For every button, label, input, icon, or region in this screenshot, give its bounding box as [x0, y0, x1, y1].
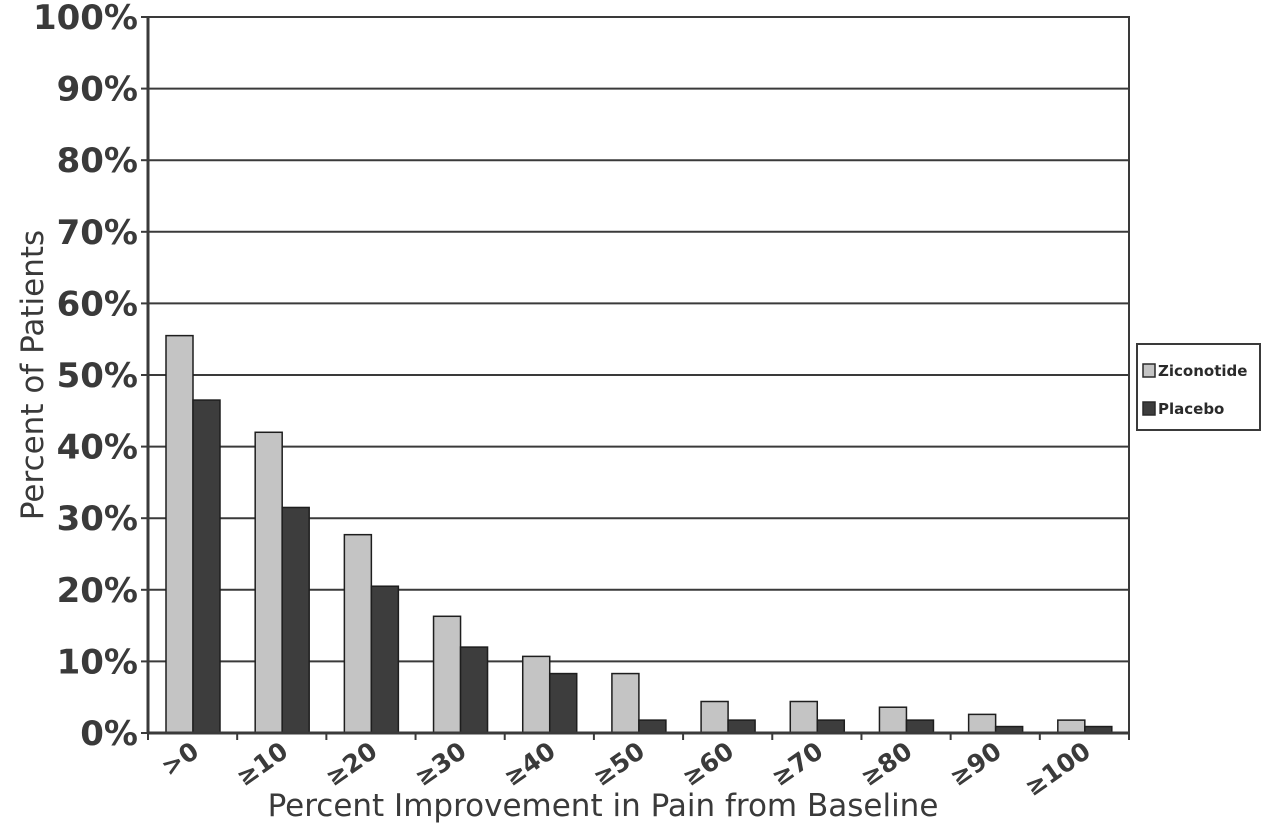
x-tick-label: ≥40 — [498, 736, 560, 792]
bar-placebo-2 — [370, 585, 400, 734]
bar-ziconotide-5 — [611, 672, 640, 734]
bar-ziconotide-3 — [432, 615, 462, 734]
bar-ziconotide-8 — [878, 706, 908, 734]
x-tick-label: >0 — [156, 736, 204, 782]
legend: Ziconotide Placebo — [1136, 343, 1261, 431]
bar-ziconotide-4 — [521, 655, 551, 734]
bar-placebo-0 — [192, 399, 221, 734]
y-tick-label: 50% — [57, 356, 138, 396]
x-tick-label: ≥100 — [1019, 736, 1096, 802]
bar-ziconotide-2 — [343, 533, 373, 734]
y-tick-label: 10% — [57, 642, 138, 682]
bar-ziconotide-7 — [789, 700, 819, 734]
bar-placebo-4 — [548, 672, 578, 734]
bar-ziconotide-9 — [967, 713, 997, 734]
axes — [141, 16, 1130, 740]
x-tick-label: ≥10 — [231, 736, 293, 792]
legend-label-placebo: Placebo — [1158, 400, 1224, 418]
x-tick-label: ≥50 — [588, 736, 650, 792]
x-tick-label: ≥90 — [944, 736, 1006, 792]
legend-swatch-placebo — [1142, 401, 1156, 416]
y-tick-label: 90% — [57, 70, 138, 110]
x-tick-label: ≥70 — [766, 736, 828, 792]
bar-ziconotide-6 — [700, 700, 729, 734]
x-tick-label: ≥30 — [409, 736, 471, 792]
x-tick-label: ≥80 — [855, 736, 917, 792]
bars — [165, 334, 1113, 734]
bar-placebo-8 — [905, 719, 935, 734]
bar-placebo-7 — [816, 719, 846, 734]
gridlines — [147, 16, 1130, 734]
y-axis-title: Percent of Patients — [15, 230, 51, 520]
bar-placebo-1 — [281, 506, 310, 734]
x-axis-title: Percent Improvement in Pain from Baselin… — [268, 788, 939, 824]
y-tick-label: 20% — [57, 571, 138, 611]
bar-ziconotide-1 — [254, 431, 283, 734]
y-tick-labels: 0% 10% 20% 30% 40% 50% 60% 70% 80% 90% 100% — [33, 0, 138, 754]
y-tick-label: 80% — [57, 141, 138, 181]
x-tick-label: ≥20 — [320, 736, 382, 792]
bar-ziconotide-0 — [165, 334, 194, 734]
x-tick-label: ≥60 — [677, 736, 739, 792]
legend-swatch-ziconotide — [1142, 363, 1156, 378]
legend-label-ziconotide: Ziconotide — [1158, 362, 1247, 380]
bar-ziconotide-10 — [1057, 719, 1086, 734]
y-tick-label: 70% — [57, 213, 138, 253]
legend-box — [1136, 343, 1261, 431]
bar-placebo-5 — [638, 719, 667, 734]
y-tick-label: 40% — [57, 428, 138, 468]
y-tick-label: 0% — [80, 714, 138, 754]
y-tick-label: 60% — [57, 284, 138, 324]
y-tick-label: 30% — [57, 499, 138, 539]
bar-placebo-3 — [459, 646, 489, 734]
y-tick-label: 100% — [33, 0, 138, 38]
bar-placebo-6 — [727, 719, 756, 734]
